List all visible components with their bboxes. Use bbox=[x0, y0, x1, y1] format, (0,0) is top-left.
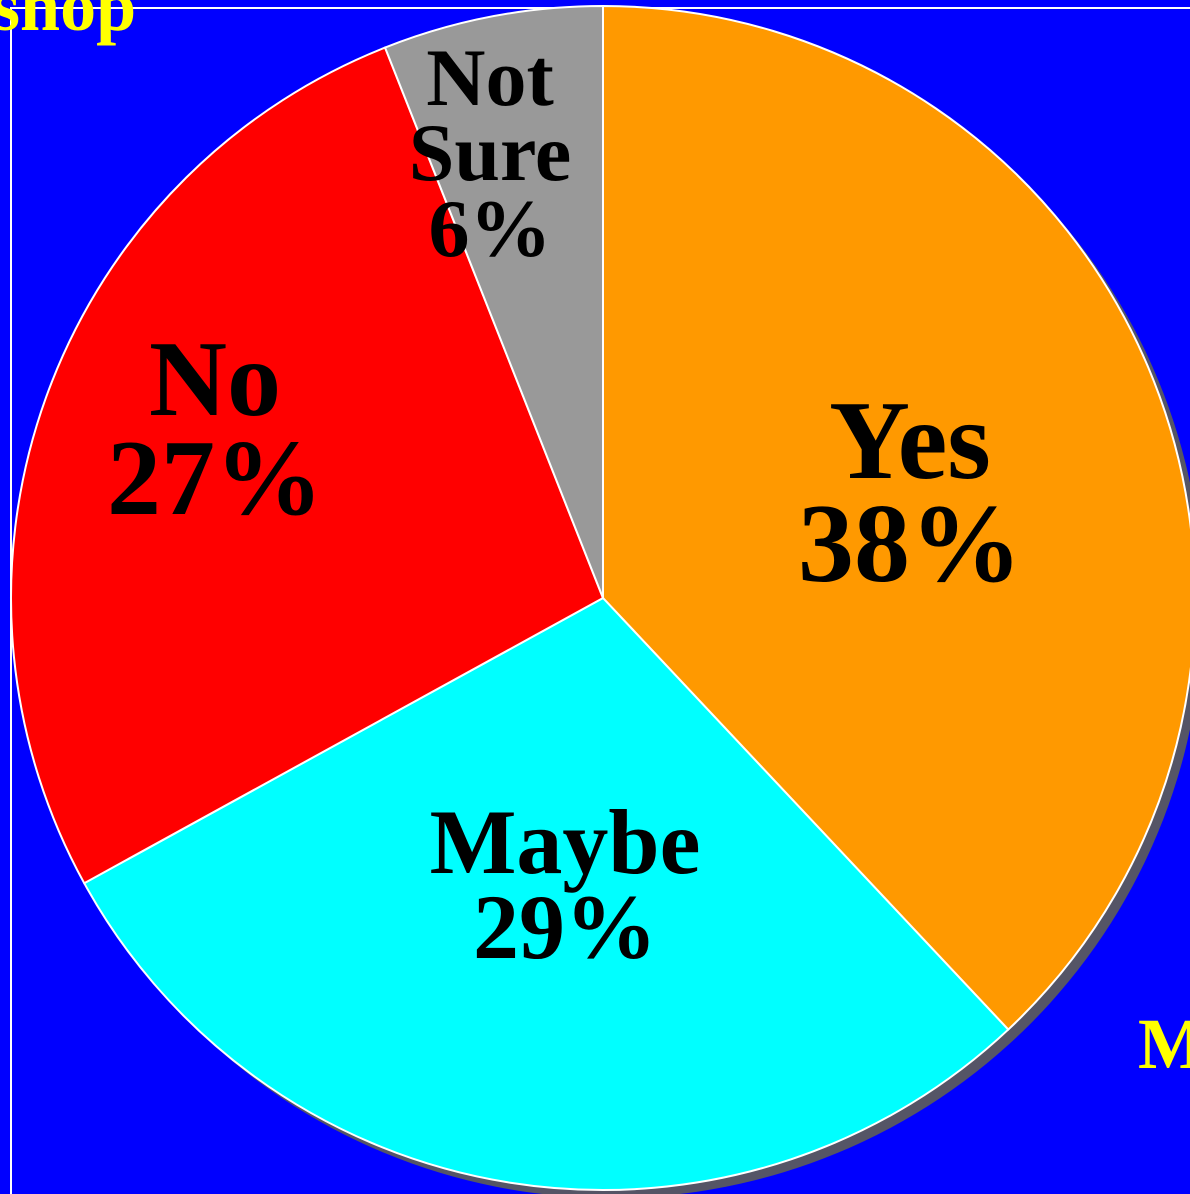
annotation: shop bbox=[0, 0, 137, 46]
slice-label: Not Sure 6% bbox=[380, 32, 600, 274]
pie-slice bbox=[383, 4, 604, 599]
value-label: 38% bbox=[798, 482, 1022, 607]
category-label: Yes bbox=[829, 379, 991, 503]
slice-label: Yes 38% bbox=[760, 379, 1060, 607]
value-label: 29% bbox=[473, 875, 657, 978]
pie-slice bbox=[10, 46, 605, 885]
value-label: 6% bbox=[428, 182, 552, 274]
category-label: No bbox=[149, 320, 281, 439]
value-label: 27% bbox=[107, 419, 323, 539]
slice-label: Maybe 29% bbox=[400, 791, 730, 978]
pie-slice bbox=[602, 4, 1190, 1031]
slice-label: No 27% bbox=[70, 320, 360, 539]
annotation: M bbox=[1138, 1004, 1190, 1084]
category-label: Not Sure bbox=[408, 32, 572, 199]
pie-slice bbox=[82, 596, 1010, 1191]
category-label: Maybe bbox=[429, 791, 701, 893]
